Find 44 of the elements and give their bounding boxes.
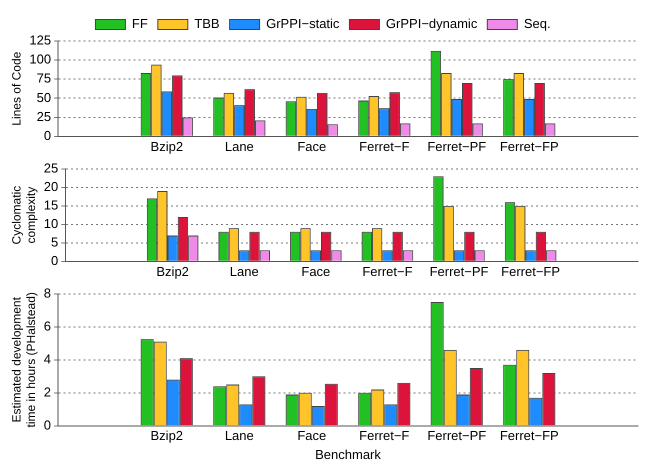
x-tick-label: Lane (224, 138, 254, 154)
x-tick-label: Bzip2 (150, 138, 184, 154)
y-tick-label: 0 (51, 252, 58, 268)
y-axis-title: Lines of Code (10, 51, 24, 126)
x-tick-label: Ferret−FP (500, 428, 559, 444)
x-tick-label: Bzip2 (150, 428, 184, 444)
legend-label: FF (132, 16, 148, 32)
y-tick-label: 125 (29, 32, 52, 48)
x-tick-label: Face (301, 264, 330, 279)
y-tick-label: 8 (44, 285, 52, 300)
x-tick-label: Lane (224, 428, 254, 444)
x-tick-label: Bzip2 (156, 264, 189, 279)
y-tick-label: 4 (44, 351, 52, 366)
legend-label: GrPPI−static (266, 16, 340, 32)
x-tick-label: Ferret−F (359, 138, 410, 154)
x-axis-title: Benchmark (315, 446, 382, 462)
x-tick-label: Ferret−F (362, 264, 413, 279)
y-tick-label: 75 (36, 70, 52, 86)
y-axis-title: Cyclomatic complexity (10, 186, 38, 244)
y-tick-label: 100 (29, 52, 52, 67)
y-tick-label: 2 (44, 384, 52, 400)
x-tick-label: Face (297, 138, 326, 154)
legend-label: GrPPI−dynamic (386, 16, 478, 32)
x-tick-label: Ferret−F (359, 428, 410, 444)
x-tick-label: Face (297, 428, 326, 444)
legend-label: TBB (194, 16, 220, 32)
x-tick-label: Ferret−PF (427, 428, 486, 444)
y-tick-label: 25 (36, 108, 52, 124)
y-axis-title: Estimated development time in hours (PHalstead) (10, 292, 38, 428)
y-tick-label: 6 (44, 318, 52, 334)
x-tick-label: Ferret−FP (500, 138, 559, 154)
y-tick-label: 25 (44, 160, 58, 176)
y-tick-label: 5 (51, 234, 58, 250)
x-tick-label: Ferret−FP (501, 264, 560, 279)
x-tick-label: Ferret−PF (430, 264, 489, 279)
y-tick-label: 0 (44, 128, 52, 143)
y-tick-label: 50 (36, 90, 52, 105)
y-tick-label: 15 (44, 197, 58, 212)
legend-label: Seq. (524, 16, 551, 32)
y-tick-label: 20 (44, 178, 58, 194)
y-tick-label: 0 (44, 417, 52, 432)
x-tick-label: Lane (230, 264, 259, 279)
y-tick-label: 10 (44, 216, 58, 231)
x-tick-label: Ferret−PF (427, 138, 486, 154)
